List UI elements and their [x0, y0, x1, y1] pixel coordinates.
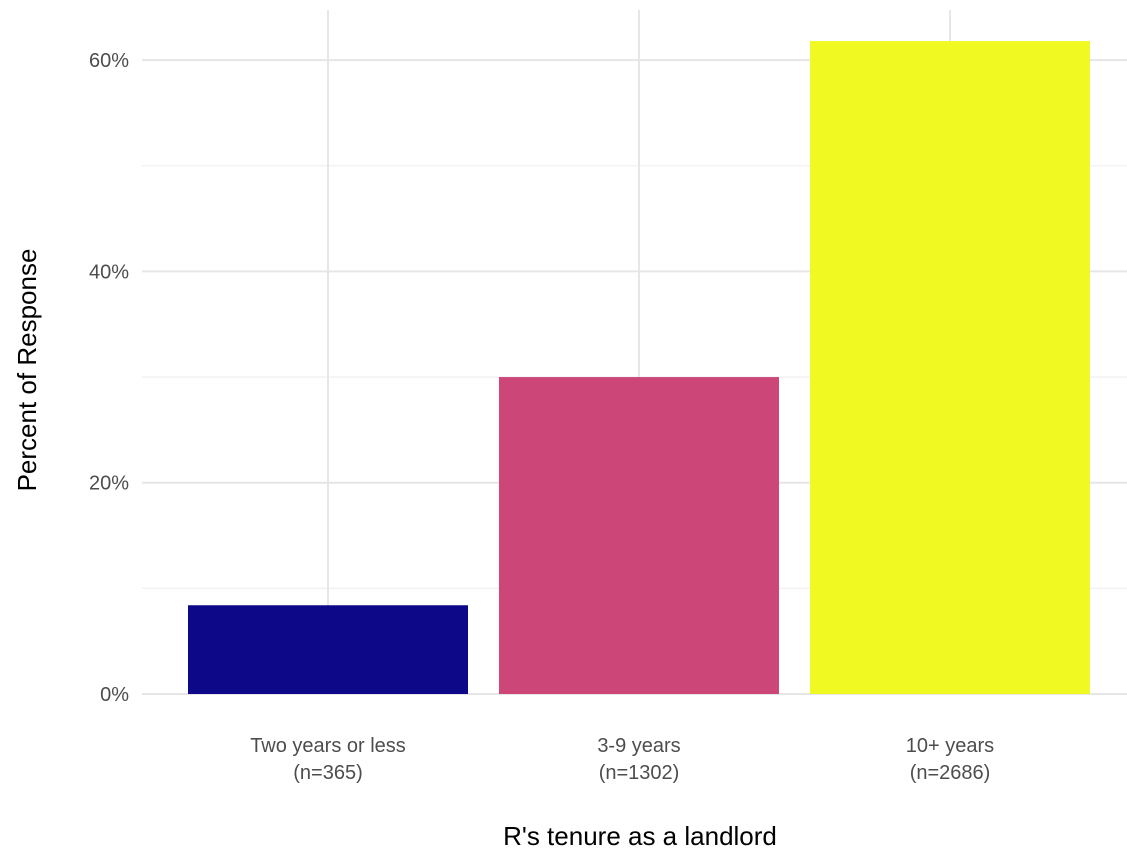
bar: [499, 377, 779, 694]
y-tick-label: 60%: [89, 50, 129, 72]
y-tick-label: 0%: [100, 684, 129, 706]
x-tick-label: 3-9 years: [597, 735, 680, 757]
x-axis-tick-labels: Two years or less (n=365) 3-9 years (n=1302…: [250, 735, 994, 784]
x-tick-label: Two years or less: [250, 735, 406, 757]
y-axis-title: Percent of Response: [12, 249, 42, 492]
y-axis-tick-labels: 0% 20% 40% 60%: [89, 50, 129, 706]
bars: [188, 41, 1090, 694]
bar: [810, 41, 1090, 694]
y-tick-label: 20%: [89, 473, 129, 495]
x-tick-count-label: (n=365): [293, 762, 363, 784]
x-tick-label: 10+ years: [906, 735, 994, 757]
x-tick-count-label: (n=1302): [599, 762, 680, 784]
y-tick-label: 40%: [89, 261, 129, 283]
bar: [188, 605, 468, 694]
x-axis-title: R's tenure as a landlord: [503, 821, 777, 851]
x-tick-count-label: (n=2686): [910, 762, 991, 784]
